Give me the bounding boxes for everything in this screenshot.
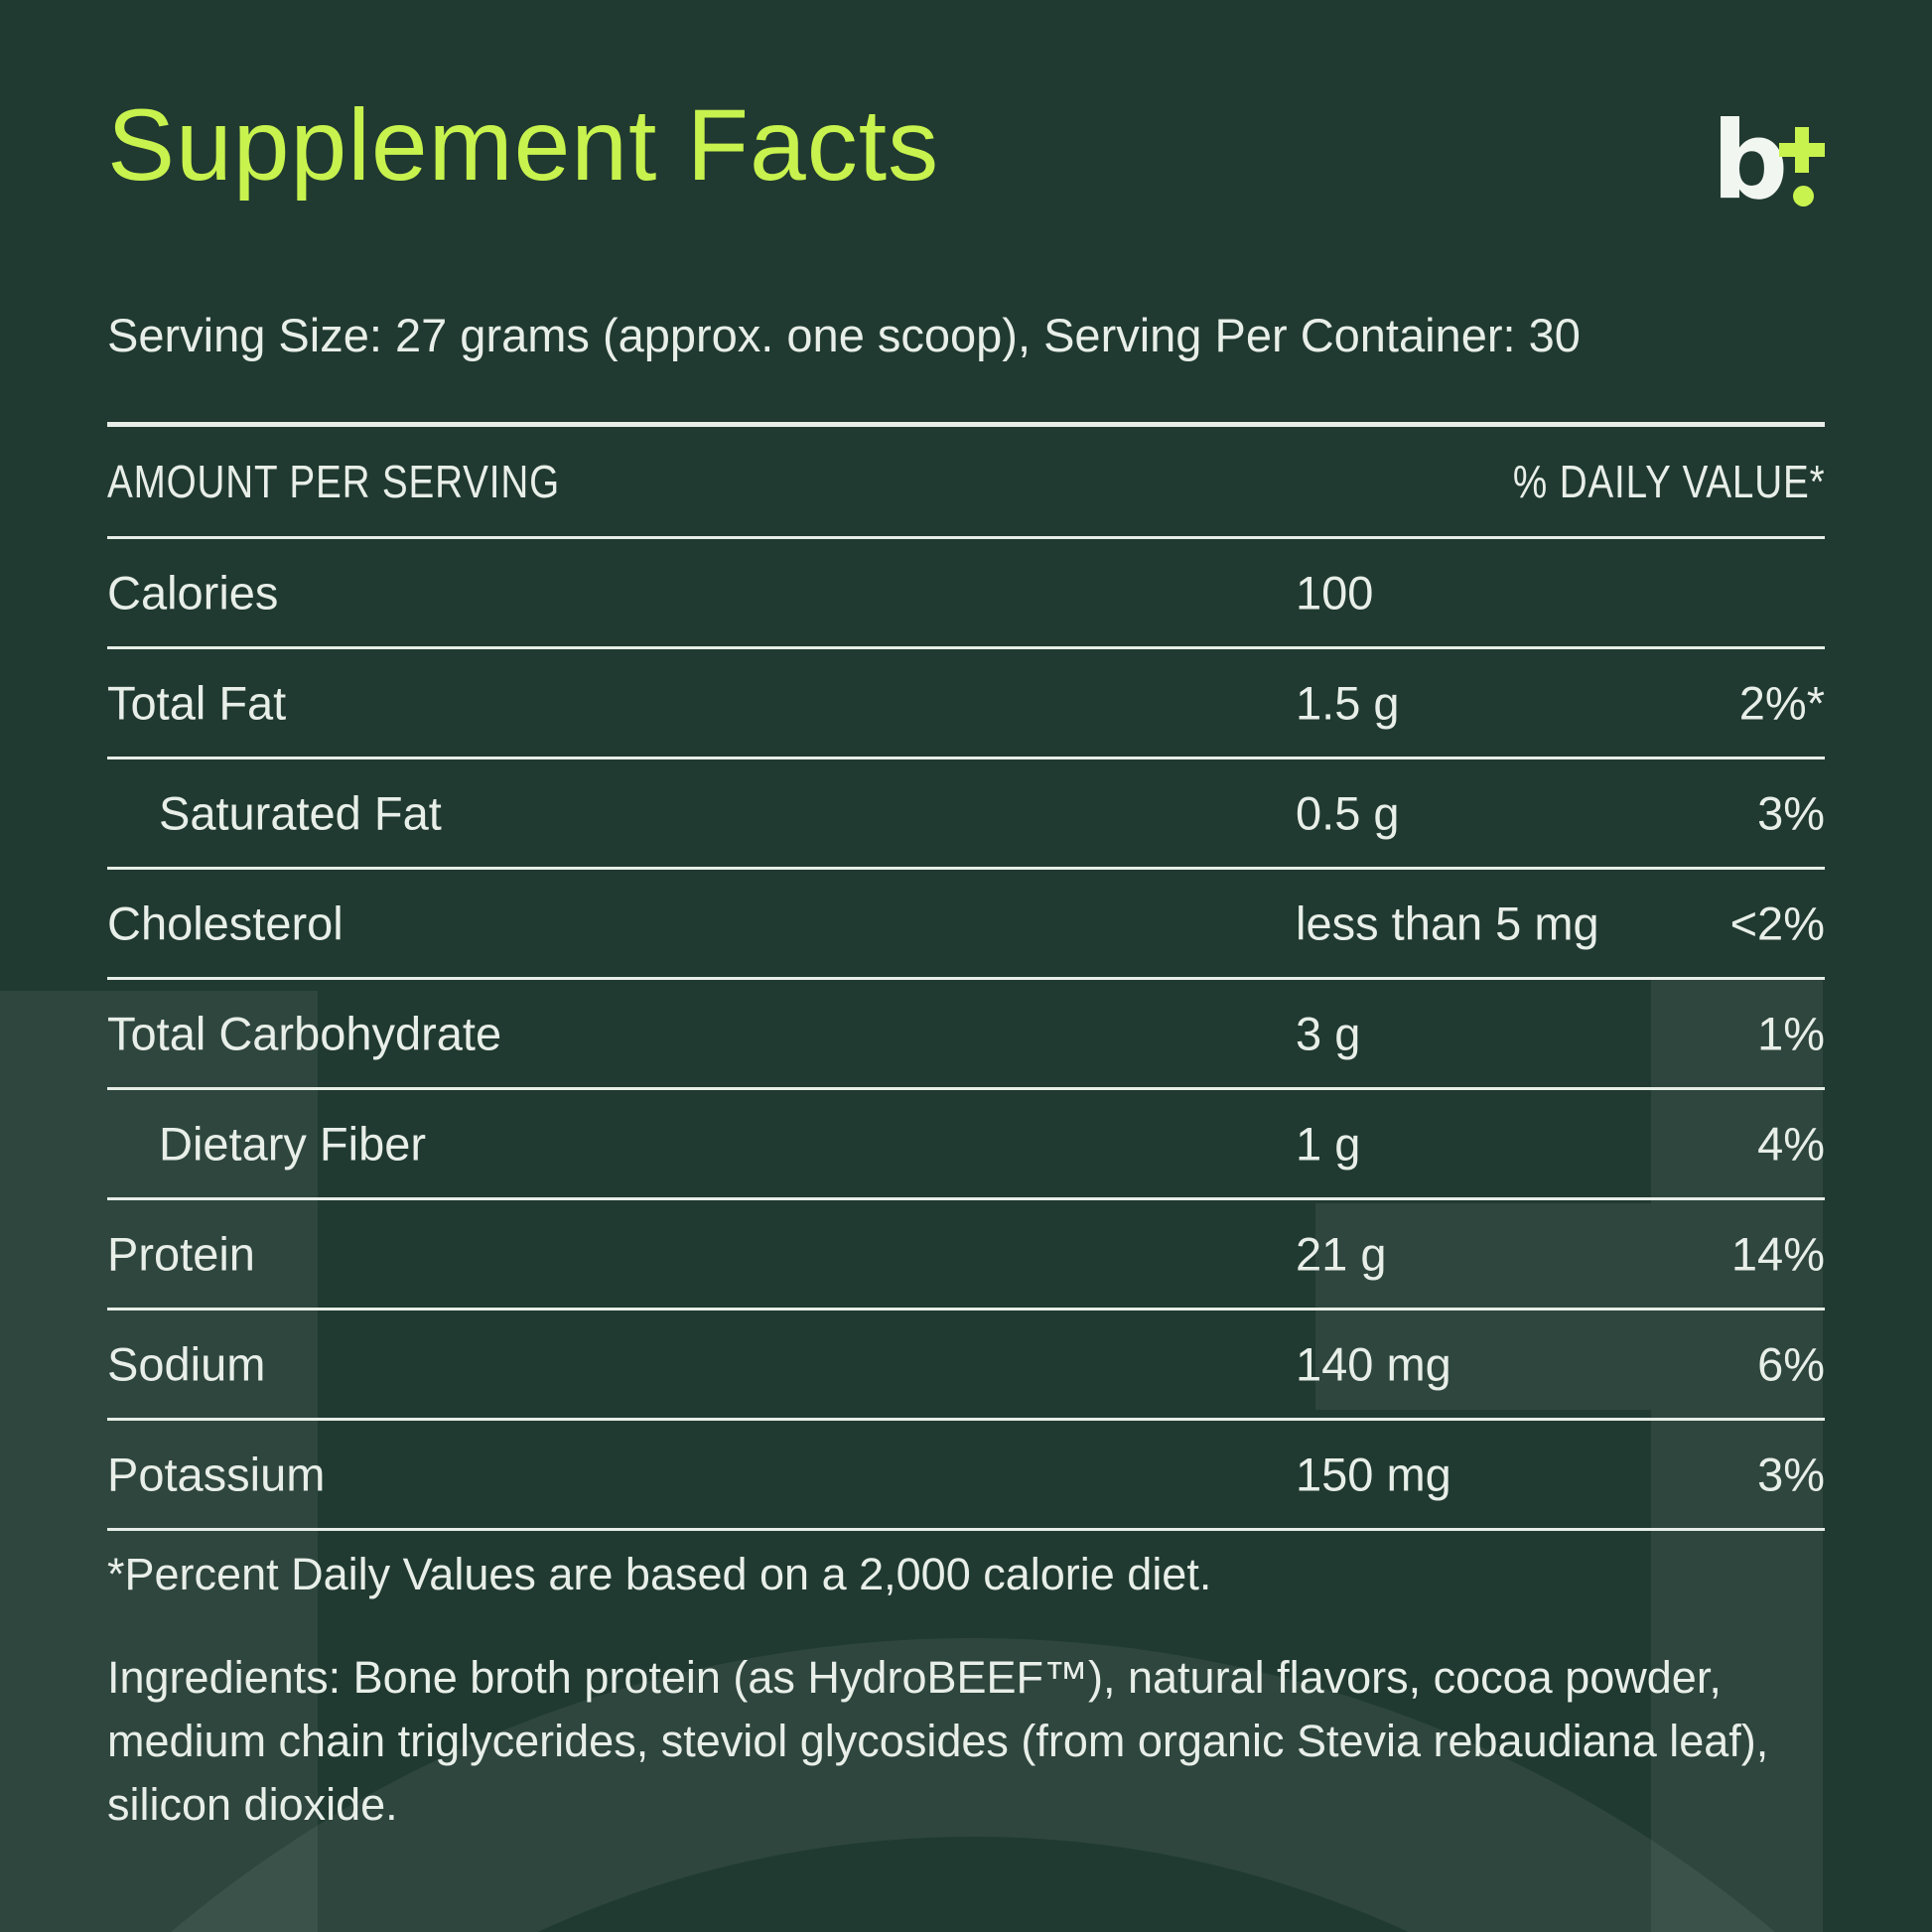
header-daily-value: % DAILY VALUE* xyxy=(1512,456,1825,507)
nutrient-amount: 0.5 g xyxy=(1296,786,1400,840)
table-row: Saturated Fat 0.5 g 3% xyxy=(107,759,1825,870)
plus-icon xyxy=(1779,127,1825,173)
facts-table-header: AMOUNT PER SERVING % DAILY VALUE* xyxy=(107,422,1825,539)
table-row: Total Fat 1.5 g 2%* xyxy=(107,649,1825,759)
serving-info: Serving Size: 27 grams (approx. one scoo… xyxy=(107,309,1581,361)
header-amount-per-serving: AMOUNT PER SERVING xyxy=(107,456,561,507)
nutrient-daily-value: 3% xyxy=(1757,786,1825,840)
table-row: Calories 100 xyxy=(107,539,1825,649)
nutrient-label: Total Carbohydrate xyxy=(107,1007,502,1060)
nutrient-label: Cholesterol xyxy=(107,897,344,950)
nutrient-label: Saturated Fat xyxy=(159,786,442,840)
facts-table: AMOUNT PER SERVING % DAILY VALUE* Calori… xyxy=(107,422,1825,1531)
nutrient-amount: 140 mg xyxy=(1296,1337,1451,1391)
nutrient-label: Potassium xyxy=(107,1448,326,1501)
nutrient-amount: 100 xyxy=(1296,566,1374,620)
table-row: Total Carbohydrate 3 g 1% xyxy=(107,980,1825,1090)
facts-table-body: Calories 100 Total Fat 1.5 g 2%* Saturated Fa… xyxy=(107,539,1825,1531)
page-title: Supplement Facts xyxy=(107,88,940,202)
table-row: Potassium 150 mg 3% xyxy=(107,1421,1825,1531)
nutrient-label: Calories xyxy=(107,566,279,620)
nutrient-label: Protein xyxy=(107,1227,255,1281)
table-row: Dietary Fiber 1 g 4% xyxy=(107,1090,1825,1200)
table-row: Sodium 140 mg 6% xyxy=(107,1311,1825,1421)
watermark-plus-vertical xyxy=(1651,978,1823,1932)
nutrient-label: Sodium xyxy=(107,1337,266,1391)
nutrient-label: Dietary Fiber xyxy=(159,1117,427,1171)
nutrient-daily-value: 3% xyxy=(1757,1448,1825,1501)
nutrient-amount: 150 mg xyxy=(1296,1448,1451,1501)
nutrient-amount: 1.5 g xyxy=(1296,676,1400,730)
daily-value-footnote: *Percent Daily Values are based on a 2,0… xyxy=(107,1549,1212,1599)
nutrient-daily-value: 1% xyxy=(1757,1007,1825,1060)
logo-letter-b: b xyxy=(1712,99,1789,223)
nutrient-amount: 3 g xyxy=(1296,1007,1361,1060)
dot-icon xyxy=(1793,186,1814,207)
nutrient-amount: 1 g xyxy=(1296,1117,1361,1171)
table-row: Protein 21 g 14% xyxy=(107,1200,1825,1311)
nutrient-daily-value: 6% xyxy=(1757,1337,1825,1391)
nutrient-daily-value: <2% xyxy=(1729,897,1825,950)
ingredients-text: Ingredients: Bone broth protein (as Hydr… xyxy=(107,1652,1769,1830)
table-row: Cholesterol less than 5 mg <2% xyxy=(107,870,1825,980)
nutrient-label: Total Fat xyxy=(107,676,287,730)
nutrient-daily-value: 14% xyxy=(1730,1227,1825,1281)
nutrient-amount: 21 g xyxy=(1296,1227,1387,1281)
nutrient-daily-value: 2%* xyxy=(1738,676,1825,730)
nutrient-amount: less than 5 mg xyxy=(1296,897,1599,950)
watermark-b-stem xyxy=(0,991,318,1932)
watermark-plus-arm xyxy=(1315,1203,1651,1410)
brand-logo: b xyxy=(1706,108,1827,223)
nutrient-daily-value: 4% xyxy=(1757,1117,1825,1171)
